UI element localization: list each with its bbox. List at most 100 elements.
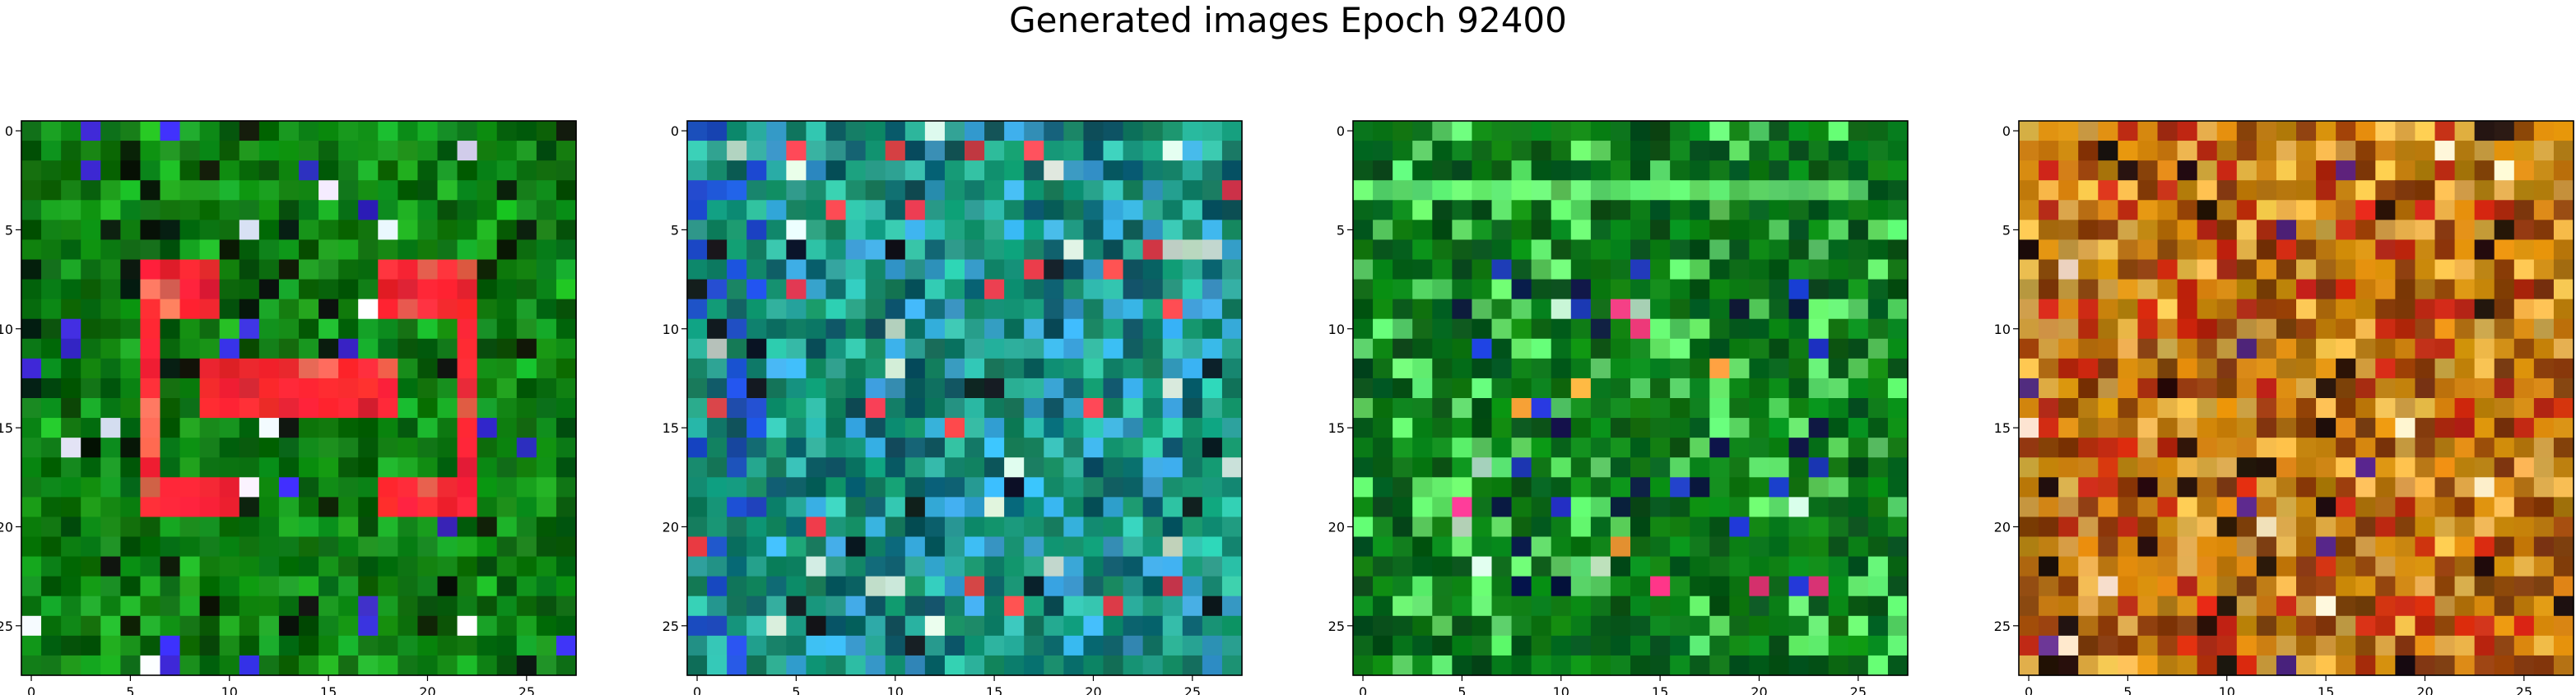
pixel-cell	[2137, 497, 2159, 518]
pixel-cell	[1142, 438, 1164, 458]
pixel-cell	[61, 438, 81, 458]
pixel-cell	[2019, 635, 2039, 656]
y-tick-label: 25	[663, 619, 679, 634]
pixel-cell	[2513, 318, 2535, 340]
pixel-cell	[687, 556, 708, 577]
pixel-cell	[437, 378, 458, 399]
pixel-cell	[1393, 418, 1413, 438]
pixel-cell	[1867, 655, 1889, 676]
pixel-cell	[1570, 141, 1592, 161]
pixel-cell	[1024, 418, 1044, 438]
pixel-cell	[2098, 338, 2118, 359]
pixel-cell	[1690, 477, 1710, 498]
pixel-cell	[1709, 141, 1730, 161]
pixel-cell	[437, 200, 458, 220]
pixel-cell	[1808, 220, 1830, 241]
pixel-cell	[2316, 200, 2337, 220]
pixel-cell	[766, 536, 787, 558]
pixel-cell	[299, 615, 319, 637]
pixel-cell	[278, 398, 300, 419]
pixel-cell	[239, 655, 260, 676]
pixel-cell	[1690, 338, 1710, 359]
pixel-cell	[457, 259, 478, 280]
pixel-cell	[1083, 259, 1104, 280]
pixel-cell	[707, 121, 728, 141]
pixel-cell	[2216, 299, 2238, 320]
pixel-cell	[1848, 279, 1869, 300]
pixel-cell	[1887, 517, 1909, 538]
pixel-cell	[806, 318, 827, 340]
pixel-cell	[1182, 398, 1203, 419]
pixel-cell	[2078, 160, 2099, 181]
pixel-cell	[1867, 635, 1889, 656]
pixel-cell	[2157, 121, 2178, 141]
pixel-cell	[727, 576, 747, 597]
pixel-cell	[477, 180, 498, 201]
pixel-cell	[477, 160, 498, 181]
pixel-cell	[2236, 655, 2257, 676]
pixel-cell	[536, 259, 557, 280]
pixel-cell	[100, 635, 121, 656]
pixel-cell	[1887, 299, 1909, 320]
pixel-cell	[1709, 595, 1730, 617]
pixel-cell	[1551, 121, 1572, 141]
pixel-cell	[556, 239, 577, 261]
pixel-cell	[2236, 398, 2257, 419]
x-tick-label: 0	[693, 684, 701, 695]
pixel-cell	[1590, 358, 1611, 379]
pixel-cell	[1867, 259, 1889, 280]
pixel-cell	[1650, 576, 1671, 597]
pixel-cell	[1670, 358, 1690, 379]
pixel-cell	[2078, 655, 2099, 676]
pixel-cell	[496, 338, 518, 359]
pixel-cell	[865, 517, 886, 538]
pixel-cell	[2336, 338, 2356, 359]
y-tick-label: 20	[663, 519, 679, 535]
pixel-cell	[2336, 318, 2356, 340]
pixel-cell	[1590, 477, 1611, 498]
pixel-cell	[2058, 299, 2079, 320]
pixel-cell	[378, 160, 398, 181]
pixel-cell	[2513, 358, 2535, 379]
pixel-cell	[516, 438, 537, 458]
pixel-cell	[1769, 378, 1790, 399]
pixel-cell	[1452, 477, 1473, 498]
pixel-cell	[41, 299, 62, 320]
pixel-cell	[21, 299, 42, 320]
pixel-cell	[2098, 457, 2118, 478]
pixel-cell	[496, 595, 518, 617]
pixel-cell	[199, 200, 221, 220]
pixel-cell	[41, 141, 62, 161]
pixel-cell	[2494, 477, 2515, 498]
pixel-cell	[2533, 141, 2555, 161]
pixel-cell	[1142, 200, 1164, 220]
pixel-cell	[944, 595, 965, 617]
pixel-cell	[1887, 418, 1909, 438]
pixel-cell	[1610, 576, 1631, 597]
pixel-cell	[1848, 635, 1869, 656]
pixel-cell	[2177, 378, 2198, 399]
pixel-cell	[556, 299, 577, 320]
pixel-cell	[457, 438, 478, 458]
pixel-cell	[1848, 477, 1869, 498]
pixel-cell	[21, 279, 42, 300]
pixel-cell	[1182, 141, 1203, 161]
pixel-cell	[1808, 398, 1830, 419]
pixel-cell	[2098, 556, 2118, 577]
pixel-cell	[378, 378, 398, 399]
pixel-cell	[319, 536, 339, 558]
pixel-cell	[1808, 358, 1830, 379]
pixel-cell	[1024, 338, 1044, 359]
pixel-cell	[1353, 239, 1374, 261]
pixel-cell	[1551, 398, 1572, 419]
pixel-cell	[2256, 338, 2277, 359]
pixel-cell	[2415, 576, 2436, 597]
pixel-cell	[1432, 141, 1453, 161]
pixel-cell	[2058, 338, 2079, 359]
pixel-cell	[1769, 259, 1790, 280]
pixel-cell	[1788, 457, 1810, 478]
pixel-cell	[1887, 615, 1909, 637]
pixel-cell	[1472, 655, 1493, 676]
pixel-cell	[1828, 141, 1849, 161]
pixel-cell	[766, 299, 787, 320]
